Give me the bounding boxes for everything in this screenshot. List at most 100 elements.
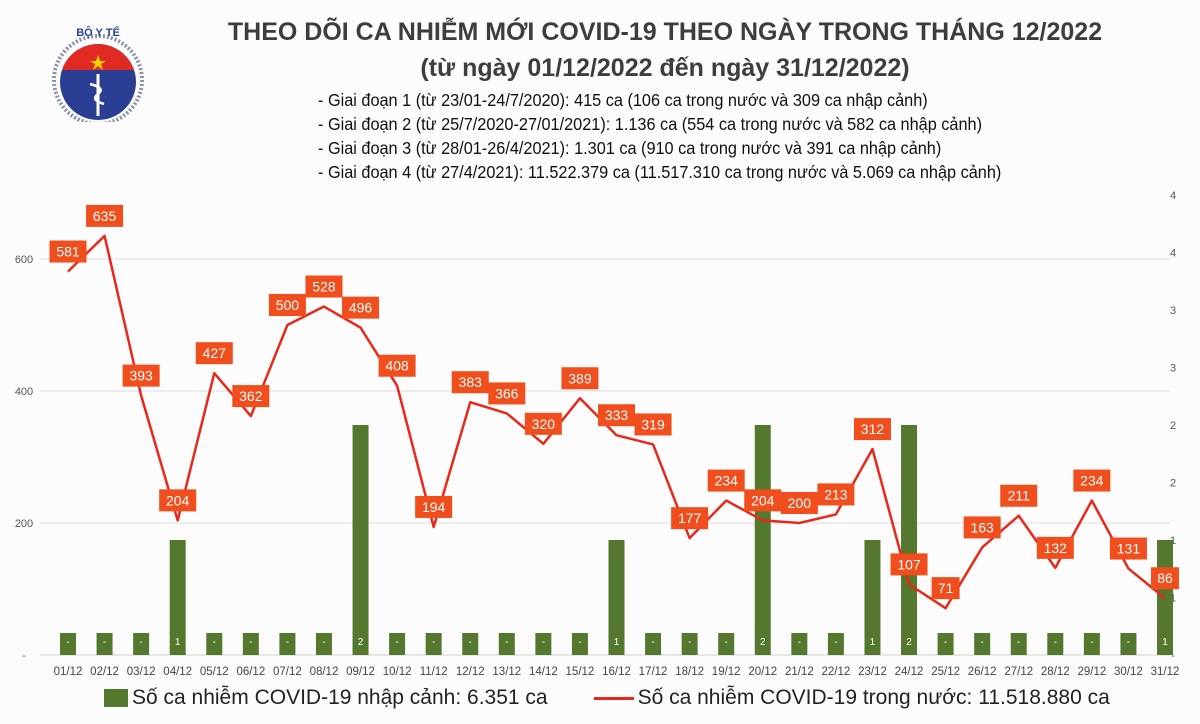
bar-label: - (249, 637, 252, 648)
x-axis-tick: 03/12 (127, 666, 156, 678)
bar-label: - (980, 637, 983, 648)
data-label-box (524, 412, 562, 435)
x-axis-tick: 05/12 (200, 666, 229, 678)
data-label-box (195, 342, 233, 365)
right-axis-tick: 3 (1170, 363, 1176, 375)
data-label: 383 (459, 374, 483, 390)
data-label: 107 (897, 556, 921, 572)
bar-imported (206, 633, 223, 655)
data-label-box (853, 418, 891, 441)
data-label-box (159, 489, 197, 512)
chart-subtitle: (từ ngày 01/12/2022 đến ngày 31/12/2022) (420, 54, 910, 82)
bar-label: - (1127, 637, 1130, 648)
data-label: 319 (641, 416, 665, 432)
data-label-box (305, 275, 343, 298)
x-axis-tick: 31/12 (1151, 666, 1180, 678)
bar-imported (1083, 633, 1100, 655)
data-label: 581 (56, 244, 80, 260)
bar-imported (133, 633, 150, 655)
data-label-box (122, 364, 160, 387)
bar-imported (645, 633, 662, 655)
bar-imported (1010, 633, 1027, 655)
bar-label: - (798, 637, 801, 648)
right-axis-tick: 2 (1170, 420, 1176, 432)
bar-label: - (578, 637, 581, 648)
data-label-box (598, 404, 635, 427)
bar-imported (425, 633, 442, 655)
phase-note: - Giai đoạn 1 (từ 23/01-24/7/2020): 415 … (318, 90, 928, 110)
data-label-box (268, 294, 306, 316)
data-label: 366 (495, 385, 519, 401)
bar-label: - (432, 637, 435, 648)
x-axis-tick: 17/12 (639, 666, 668, 678)
phase-note: - Giai đoạn 3 (từ 28/01-26/4/2021): 1.30… (318, 138, 942, 158)
bar-label: - (1017, 637, 1020, 648)
bar-label: 1 (870, 637, 876, 648)
bar-label: - (66, 637, 69, 648)
bar-imported (462, 633, 479, 655)
x-axis-tick: 09/12 (346, 666, 375, 678)
bar-imported (754, 425, 771, 655)
bar-label: - (505, 637, 508, 648)
data-label: 389 (568, 370, 592, 386)
data-label: 427 (203, 345, 227, 361)
x-axis-tick: 13/12 (492, 666, 521, 678)
bar-imported (352, 425, 369, 655)
x-axis-tick: 29/12 (1077, 666, 1106, 678)
x-axis-tick: 19/12 (712, 666, 741, 678)
data-label-box (488, 382, 526, 405)
left-axis-tick: - (22, 650, 26, 662)
x-axis-tick: 07/12 (273, 666, 302, 678)
bar-imported (535, 633, 552, 655)
data-label-box (1000, 484, 1038, 507)
bar-imported (242, 633, 259, 655)
data-label: 320 (532, 416, 556, 432)
bar-imported (389, 633, 406, 655)
data-label-box (744, 489, 782, 512)
data-label: 163 (970, 519, 994, 535)
bar-label: - (834, 637, 837, 648)
chart-title: THEO DÕI CA NHIỄM MỚI COVID-19 THEO NGÀY… (227, 18, 1103, 46)
bar-label: - (651, 637, 654, 648)
data-label: 204 (166, 492, 190, 508)
svg-text:BỘ Y TẾ: BỘ Y TẾ (76, 26, 120, 39)
data-label-box (1109, 537, 1147, 560)
data-label-box (963, 516, 1001, 539)
data-label: 500 (276, 297, 300, 313)
x-axis-tick: 25/12 (931, 666, 960, 678)
data-label: 211 (1008, 488, 1031, 504)
right-axis-tick: 4 (1170, 248, 1176, 260)
bar-label: 1 (175, 637, 181, 648)
bar-imported (315, 633, 332, 655)
data-label: 408 (385, 358, 409, 374)
bar-imported (827, 633, 844, 655)
legend-label-imported: Số ca nhiễm COVID-19 nhập cảnh: 6.351 ca (132, 686, 548, 709)
data-label: 333 (605, 407, 629, 423)
bar-label: - (103, 637, 106, 648)
bar-label: 1 (1162, 637, 1168, 648)
data-label: 528 (312, 279, 336, 295)
data-label: 194 (422, 499, 446, 515)
bar-label: - (1090, 637, 1093, 648)
x-axis-tick: 22/12 (822, 666, 851, 678)
bar-label: 2 (358, 637, 364, 648)
bar-label: - (688, 637, 691, 648)
x-axis-tick: 28/12 (1041, 666, 1070, 678)
data-label: 204 (751, 492, 775, 508)
legend-swatch-line (593, 696, 634, 700)
line-domestic (67, 234, 1166, 610)
x-axis-tick: 30/12 (1114, 666, 1143, 678)
bar-imported (1120, 633, 1137, 655)
x-axis-tick: 15/12 (566, 666, 595, 678)
bar-imported (571, 633, 588, 655)
data-label: 496 (349, 300, 373, 316)
x-axis-tick: 08/12 (310, 666, 339, 678)
x-axis-tick: 18/12 (675, 666, 704, 678)
data-label: 234 (1080, 473, 1104, 489)
bar-label: - (725, 637, 728, 648)
bar-imported (96, 633, 113, 655)
x-axis-tick: 02/12 (90, 666, 119, 678)
left-axis-tick: 400 (15, 386, 33, 398)
data-label-box (1151, 567, 1179, 590)
